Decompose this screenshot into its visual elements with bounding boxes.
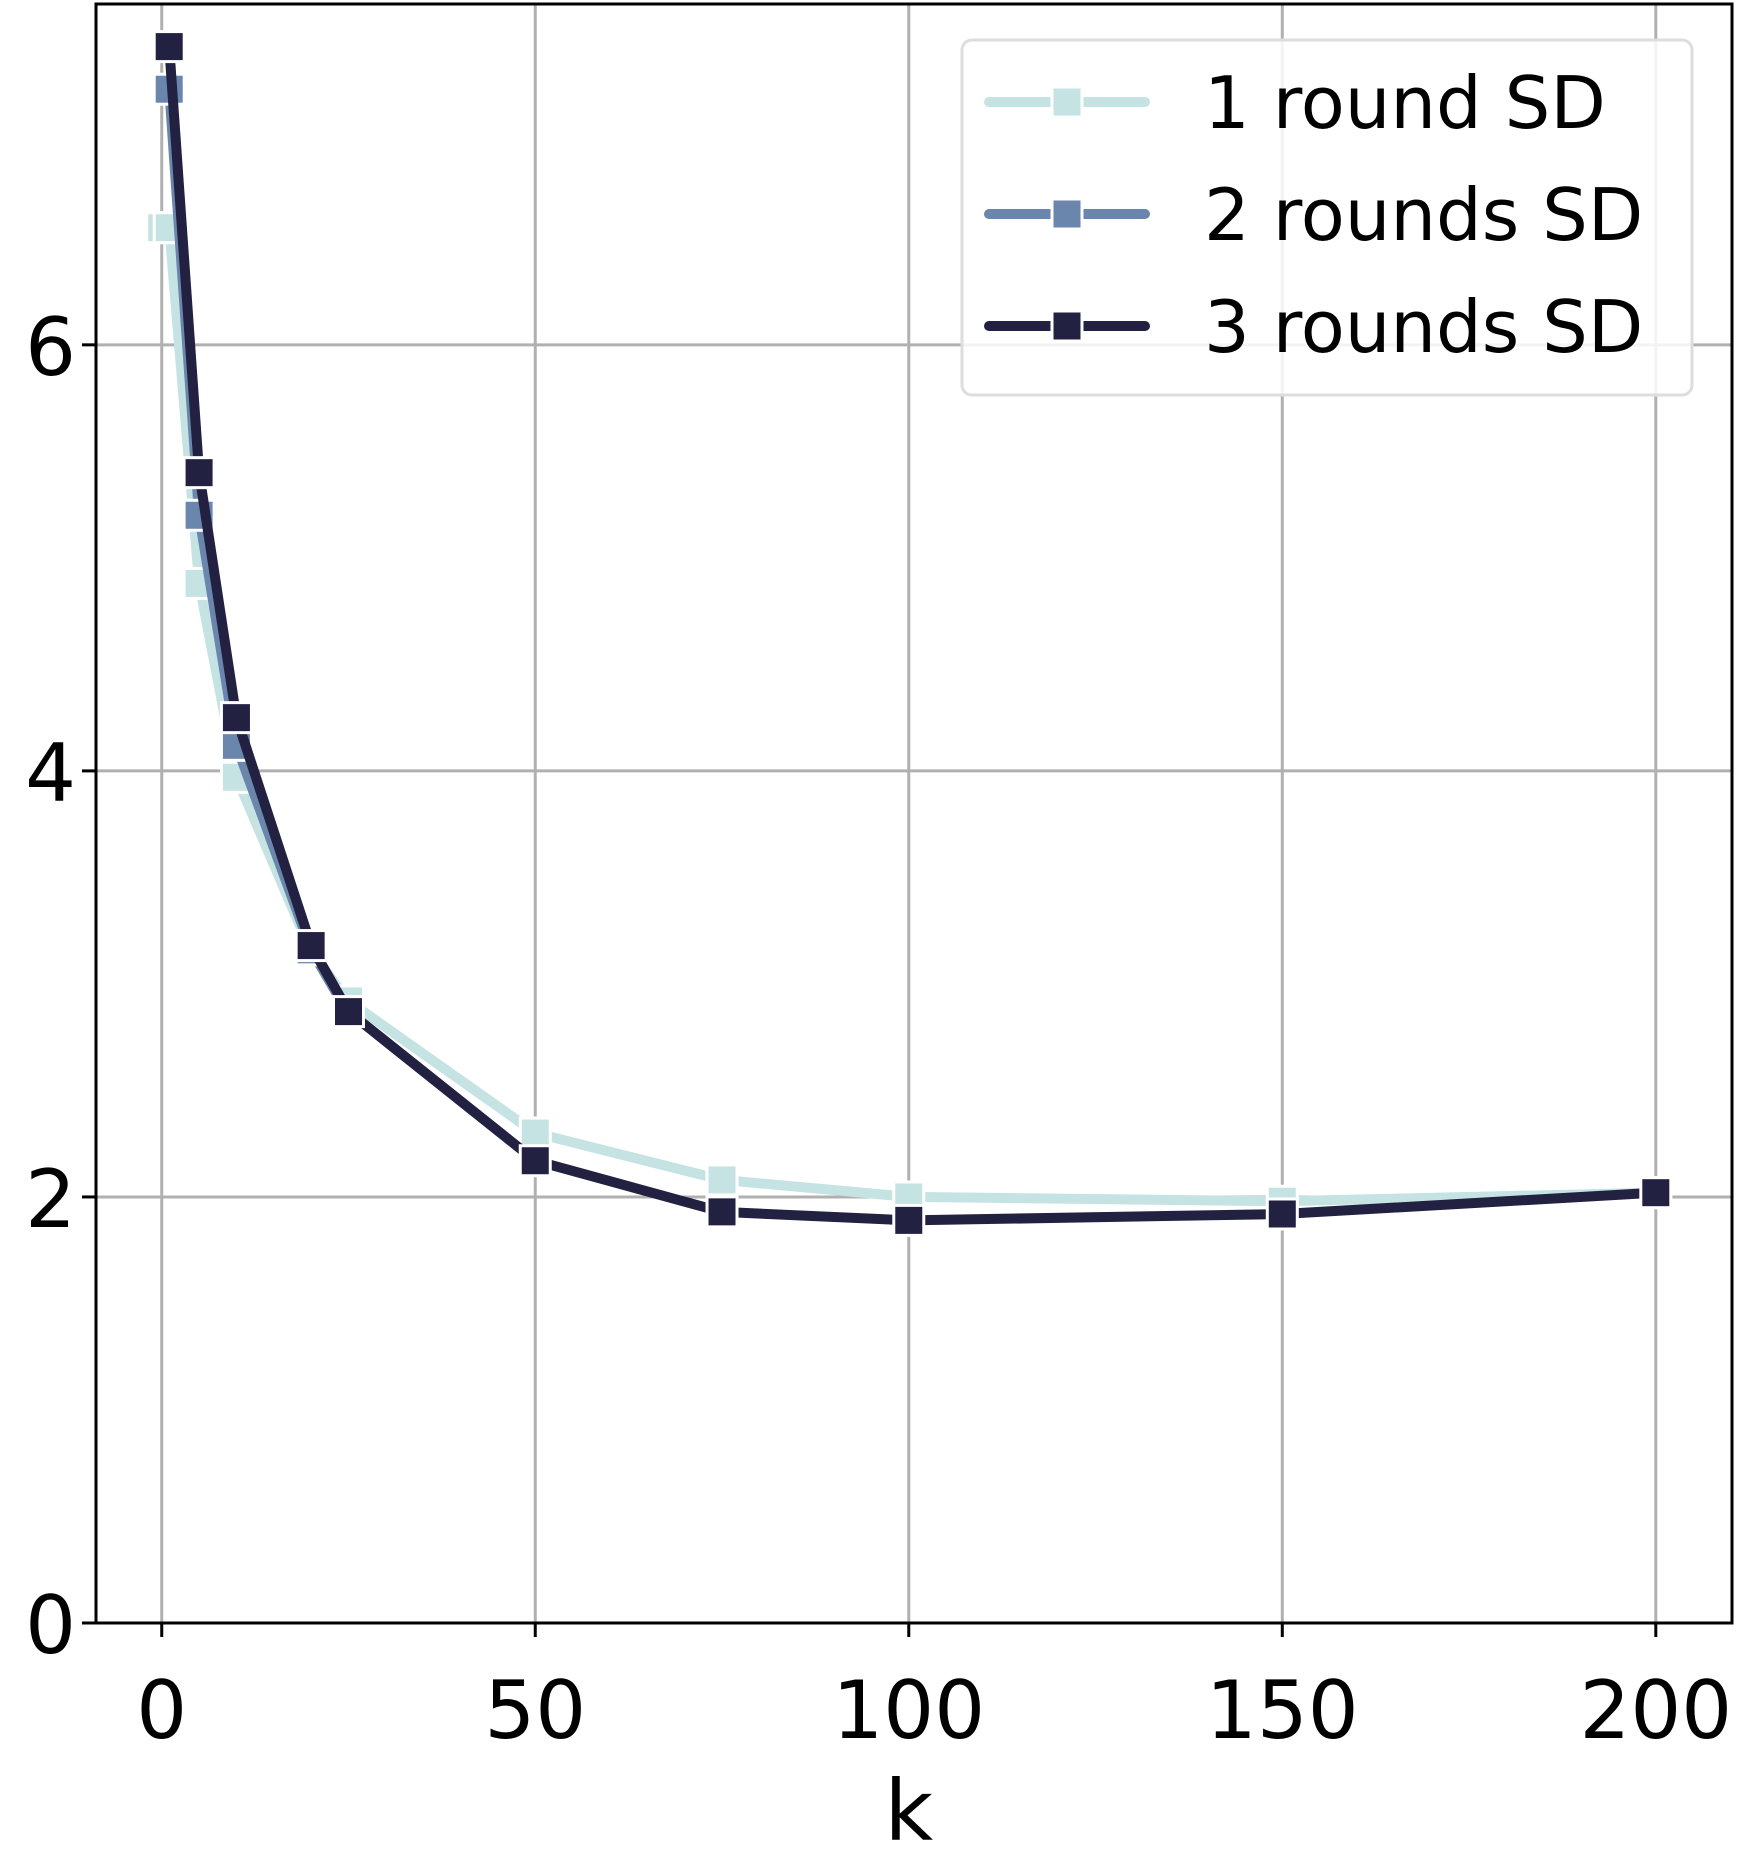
legend-item: 3 rounds SD — [984, 285, 1643, 369]
x-tick-label: 100 — [832, 1664, 985, 1757]
legend-marker — [1050, 309, 1084, 343]
data-point-marker — [331, 995, 365, 1029]
legend-item: 2 rounds SD — [984, 173, 1643, 257]
legend: 1 round SD 2 rounds SD 3 rounds SD — [960, 38, 1694, 397]
data-point-marker — [152, 30, 186, 64]
legend-marker — [1050, 85, 1084, 119]
legend-label: 2 rounds SD — [1204, 173, 1643, 257]
data-point-marker — [892, 1203, 926, 1237]
data-point-marker — [518, 1116, 552, 1150]
legend-marker — [1050, 197, 1084, 231]
x-axis-label: k — [884, 1762, 933, 1860]
legend-item: 1 round SD — [984, 61, 1606, 145]
plot-frame — [94, 2, 1734, 1625]
data-point-marker — [182, 456, 216, 490]
data-point-marker — [705, 1163, 739, 1197]
data-point-marker — [1265, 1197, 1299, 1231]
axis-ticks: 0 50 100 150 200 0 2 4 6 — [25, 301, 1732, 1757]
x-tick-label: 200 — [1579, 1664, 1732, 1757]
series-3 — [152, 30, 1673, 1237]
legend-label: 3 rounds SD — [1204, 285, 1643, 369]
y-tick-label: 4 — [25, 727, 76, 820]
data-point-marker — [518, 1144, 552, 1178]
y-tick-label: 0 — [25, 1579, 76, 1672]
data-point-marker — [219, 701, 253, 735]
x-tick-label: 50 — [484, 1664, 586, 1757]
series-layer — [145, 30, 1673, 1237]
x-tick-label: 0 — [136, 1664, 187, 1757]
data-point-marker — [294, 929, 328, 963]
legend-label: 1 round SD — [1204, 61, 1606, 145]
legend-box — [960, 38, 1694, 397]
series-line — [164, 41, 1661, 1226]
x-tick-label: 150 — [1206, 1664, 1359, 1757]
y-tick-label: 6 — [25, 301, 76, 394]
data-point-marker — [1639, 1176, 1673, 1210]
y-tick-label: 2 — [25, 1153, 76, 1246]
data-point-marker — [705, 1195, 739, 1229]
